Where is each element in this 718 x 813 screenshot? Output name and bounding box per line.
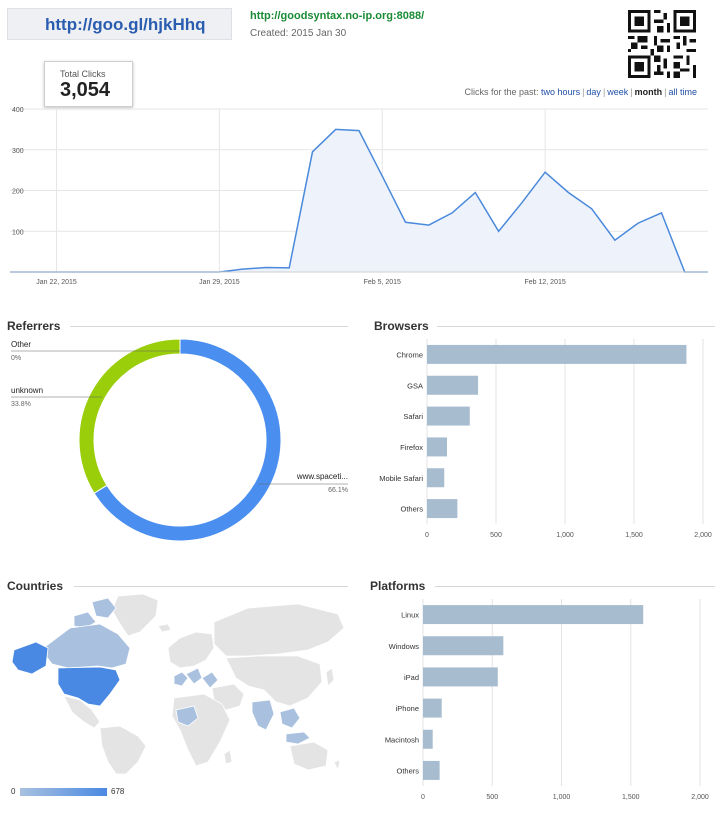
clicks-x-tick-label: Jan 22, 2015 (36, 279, 77, 286)
browser-category-label: Firefox (400, 443, 423, 452)
platforms-divider (435, 586, 715, 587)
platform-x-tick-label: 1,500 (622, 794, 640, 801)
period-month[interactable]: month (634, 87, 663, 97)
platform-x-tick-label: 1,000 (553, 794, 571, 801)
russia-region (213, 603, 345, 657)
platform-bar (423, 636, 504, 656)
south-america-region (99, 725, 147, 774)
platforms-title: Platforms (370, 579, 426, 593)
clicks-x-tick-label: Feb 5, 2015 (364, 279, 401, 286)
france-region (185, 667, 203, 685)
browser-x-tick-label: 2,000 (694, 532, 712, 539)
period-week[interactable]: week (607, 87, 629, 97)
italy-region (201, 671, 219, 689)
platform-bar (423, 760, 440, 780)
countries-divider (74, 586, 348, 587)
platform-bar (423, 729, 433, 749)
browser-x-tick-label: 0 (425, 532, 429, 539)
platform-bar (423, 667, 498, 687)
clicks-area (10, 129, 708, 272)
canada-islands-region (91, 597, 117, 619)
period-selector: Clicks for the past: two hours | day | week |… (464, 87, 698, 97)
greenland-region (111, 594, 159, 637)
referrer-percent: 0% (11, 355, 21, 362)
europe-region (167, 631, 215, 669)
clicks-y-tick-label: 300 (12, 148, 24, 155)
total-clicks-card: Total Clicks 3,054 (44, 61, 133, 107)
referrer-slice (78, 338, 181, 494)
short-url-link[interactable]: http://goo.gl/hjkHhq (45, 15, 206, 34)
clicks-over-time-chart: 400 300 200 100 Jan 22, 2015 Jan 29, 2015 Feb … (10, 107, 708, 286)
australia-region (289, 741, 329, 771)
short-url-box: http://goo.gl/hjkHhq (7, 8, 232, 40)
referrers-title: Referrers (7, 319, 61, 333)
browser-bar (427, 406, 470, 426)
browser-bar (427, 468, 445, 488)
period-day[interactable]: day (586, 87, 601, 97)
usa-region (57, 666, 121, 707)
browsers-bar-chart: 0 500 1,000 1,500 2,000 Chrome GSA Safari Firefo… (379, 339, 712, 539)
countries-title: Countries (7, 579, 64, 593)
total-clicks-value: 3,054 (60, 79, 111, 101)
referrer-percent: 66.1% (328, 487, 348, 494)
clicks-x-tick-label: Jan 29, 2015 (199, 279, 240, 286)
created-date: Created: 2015 Jan 30 (250, 28, 347, 39)
period-two-hours[interactable]: two hours (541, 87, 581, 97)
qr-code-icon (628, 10, 696, 78)
browser-category-label: GSA (407, 381, 423, 390)
platform-category-label: Linux (401, 611, 419, 620)
referrers-donut-chart: www.spaceti... 66.1% unknown 33.8% Other 0% (11, 338, 348, 542)
platform-x-tick-label: 500 (486, 794, 498, 801)
platform-category-label: iPhone (396, 704, 419, 713)
alaska-region (11, 641, 49, 675)
mexico-region (63, 695, 101, 729)
browser-x-tick-label: 500 (490, 532, 502, 539)
browser-category-label: Chrome (396, 350, 423, 359)
india-region (251, 699, 275, 731)
clicks-y-tick-label: 400 (12, 107, 24, 114)
platform-category-label: Windows (389, 642, 420, 651)
total-clicks-label: Total Clicks (60, 69, 106, 79)
map-legend-max: 678 (111, 787, 125, 796)
clicks-x-tick-label: Feb 12, 2015 (525, 279, 566, 286)
platform-category-label: Others (396, 766, 419, 775)
platform-x-tick-label: 0 (421, 794, 425, 801)
browser-x-tick-label: 1,500 (625, 532, 643, 539)
browser-bar (427, 499, 458, 519)
long-url-link[interactable]: http://goodsyntax.no-ip.org:8088/ (250, 10, 425, 22)
asia-region (225, 655, 323, 707)
north-africa-region (175, 705, 199, 727)
platform-category-label: iPad (404, 673, 419, 682)
period-all-time[interactable]: all time (668, 87, 697, 97)
browser-bar (427, 437, 448, 457)
browser-category-label: Mobile Safari (379, 474, 423, 483)
referrer-label: Other (11, 340, 31, 349)
browsers-title: Browsers (374, 319, 429, 333)
map-legend-gradient (20, 788, 107, 796)
referrer-label: www.spaceti... (296, 472, 348, 481)
referrers-divider (70, 326, 348, 327)
browser-x-tick-label: 1,000 (556, 532, 574, 539)
browser-bar (427, 344, 687, 364)
platform-bar (423, 698, 442, 718)
clicks-y-tick-label: 200 (12, 189, 24, 196)
clicks-y-tick-label: 100 (12, 229, 24, 236)
referrer-label: unknown (11, 386, 43, 395)
southeast-asia-region (279, 707, 301, 729)
browser-bar (427, 375, 479, 395)
canada-region (45, 623, 131, 669)
africa-region (171, 693, 231, 767)
map-legend-min: 0 (11, 787, 16, 796)
browser-category-label: Safari (403, 412, 423, 421)
spain-region (173, 671, 189, 687)
referrer-percent: 33.8% (11, 401, 31, 408)
countries-world-map[interactable] (8, 594, 348, 774)
period-prefix: Clicks for the past: (464, 87, 539, 97)
platforms-bar-chart: 0 500 1,000 1,500 2,000 Linux Windows iPad iPhon… (385, 599, 709, 801)
browsers-divider (437, 326, 715, 327)
platform-category-label: Macintosh (385, 735, 419, 744)
platform-bar (423, 605, 644, 625)
platform-x-tick-label: 2,000 (691, 794, 709, 801)
browser-category-label: Others (400, 505, 423, 514)
